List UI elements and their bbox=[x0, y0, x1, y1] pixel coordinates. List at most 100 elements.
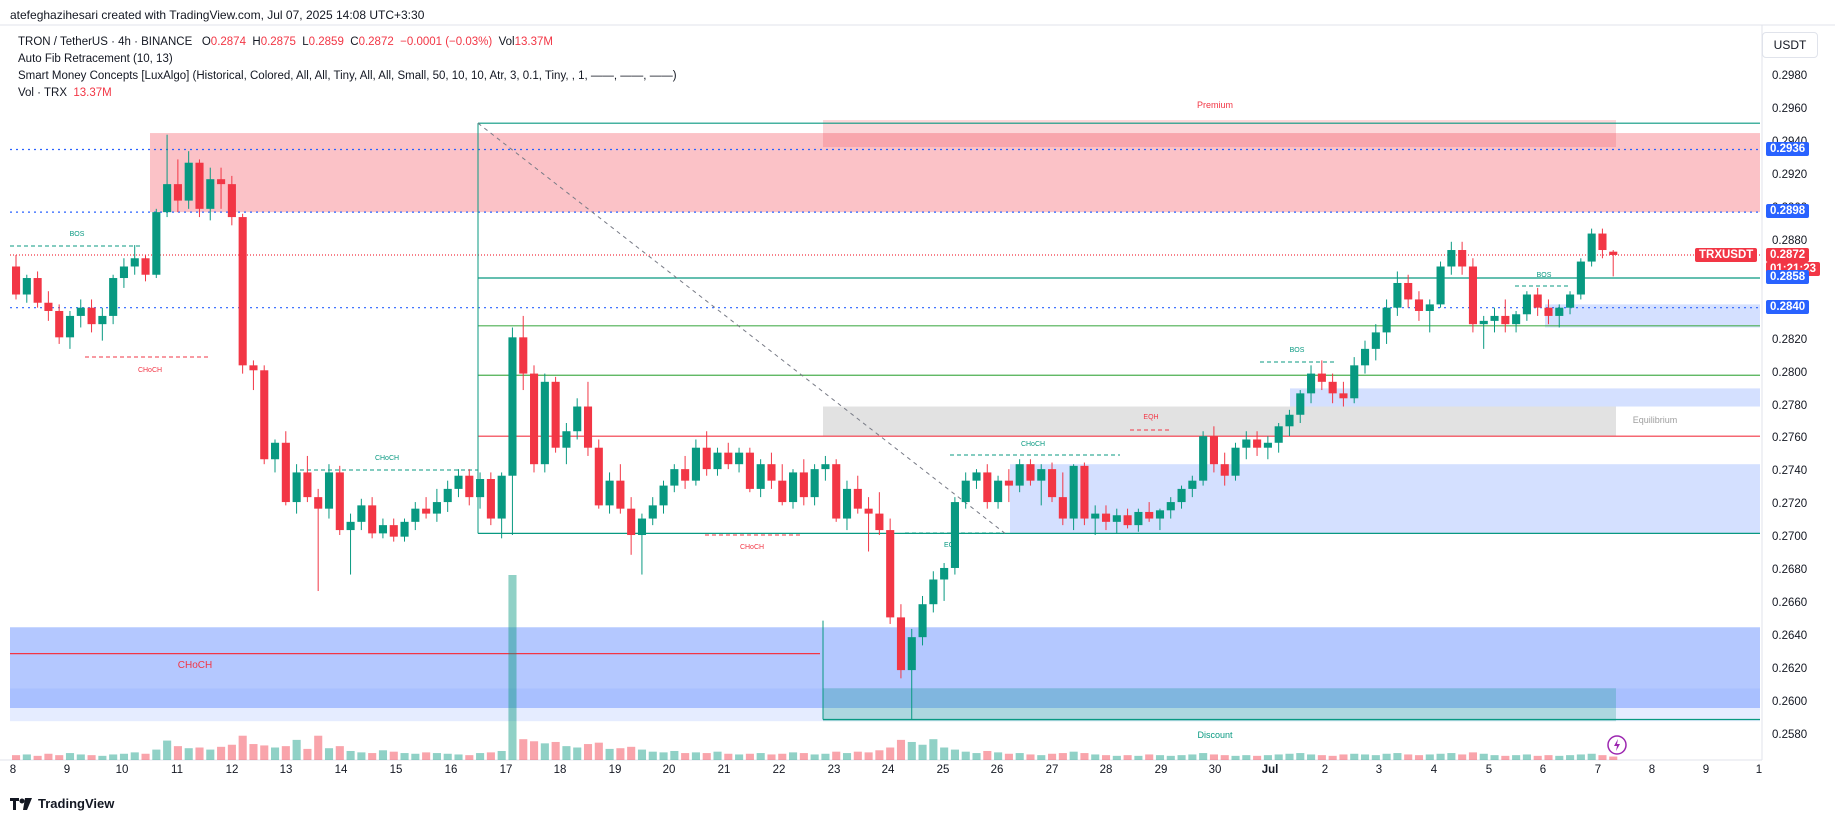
candle-body[interactable] bbox=[1134, 511, 1143, 526]
candle-body[interactable] bbox=[411, 508, 420, 522]
fib-indicator-label[interactable]: Auto Fib Retracement (10, 13) bbox=[18, 53, 173, 65]
candle-body[interactable] bbox=[648, 505, 657, 519]
candle-body[interactable] bbox=[443, 488, 452, 503]
candle-body[interactable] bbox=[1414, 299, 1424, 311]
candle-body[interactable] bbox=[1522, 294, 1531, 315]
candle-body[interactable] bbox=[713, 452, 722, 470]
candle-body[interactable] bbox=[530, 373, 539, 465]
candle-body[interactable] bbox=[875, 513, 884, 531]
candle-body[interactable] bbox=[605, 480, 614, 506]
candle-body[interactable] bbox=[972, 472, 981, 481]
candle-body[interactable] bbox=[627, 508, 636, 536]
tradingview-logo[interactable]: TradingView bbox=[10, 796, 114, 811]
candle-body[interactable] bbox=[1328, 381, 1337, 394]
candle-body[interactable] bbox=[1360, 348, 1370, 366]
candle-body[interactable] bbox=[519, 337, 528, 374]
candle-body[interactable] bbox=[1371, 332, 1380, 349]
candle-body[interactable] bbox=[1350, 365, 1359, 399]
candle-body[interactable] bbox=[1220, 464, 1229, 476]
volume-indicator[interactable]: Vol · TRX 13.37M bbox=[18, 85, 677, 102]
symbol-label[interactable]: TRON / TetherUS · 4h · BINANCE bbox=[18, 36, 193, 48]
candle-body[interactable] bbox=[238, 217, 247, 366]
candle-body[interactable] bbox=[594, 447, 603, 506]
candle-body[interactable] bbox=[1069, 465, 1078, 519]
candle-body[interactable] bbox=[1436, 266, 1445, 305]
candle-body[interactable] bbox=[12, 266, 21, 295]
candle-body[interactable] bbox=[346, 521, 355, 531]
candle-body[interactable] bbox=[659, 485, 668, 506]
candle-body[interactable] bbox=[65, 315, 75, 338]
candle-body[interactable] bbox=[1155, 510, 1165, 519]
candle-body[interactable] bbox=[670, 469, 679, 486]
candle-body[interactable] bbox=[1479, 320, 1488, 325]
candle-body[interactable] bbox=[314, 497, 323, 509]
candle-body[interactable] bbox=[271, 442, 280, 460]
smc-indicator-label[interactable]: Smart Money Concepts [LuxAlgo] (Historic… bbox=[18, 70, 677, 82]
candle-body[interactable] bbox=[551, 381, 560, 448]
candle-body[interactable] bbox=[184, 162, 193, 201]
candle-body[interactable] bbox=[540, 381, 549, 465]
candle-body[interactable] bbox=[724, 452, 733, 465]
replay-icon[interactable] bbox=[1607, 735, 1627, 755]
candle-body[interactable] bbox=[303, 472, 312, 498]
candle-body[interactable] bbox=[1015, 464, 1024, 486]
candle-body[interactable] bbox=[249, 365, 258, 371]
candle-body[interactable] bbox=[886, 530, 895, 618]
candle-body[interactable] bbox=[799, 472, 808, 498]
candle-body[interactable] bbox=[98, 315, 107, 325]
candle-body[interactable] bbox=[1447, 250, 1456, 267]
candle-body[interactable] bbox=[1112, 515, 1121, 522]
candle-body[interactable] bbox=[702, 447, 711, 470]
candle-body[interactable] bbox=[389, 525, 398, 537]
candle-body[interactable] bbox=[173, 184, 182, 201]
candle-body[interactable] bbox=[400, 521, 409, 537]
candle-body[interactable] bbox=[152, 212, 161, 275]
candle-body[interactable] bbox=[681, 469, 690, 481]
candle-body[interactable] bbox=[55, 310, 64, 338]
candle-body[interactable] bbox=[1501, 315, 1510, 325]
price-axis[interactable]: 0.29800.29600.29400.29200.29000.28800.28… bbox=[1695, 0, 1835, 822]
candle-body[interactable] bbox=[767, 464, 776, 481]
candle-body[interactable] bbox=[1004, 480, 1013, 486]
candle-body[interactable] bbox=[33, 278, 42, 303]
candle-body[interactable] bbox=[508, 337, 517, 476]
candle-body[interactable] bbox=[1253, 439, 1262, 448]
candle-body[interactable] bbox=[465, 475, 474, 498]
candle-body[interactable] bbox=[130, 258, 139, 267]
candle-body[interactable] bbox=[1425, 304, 1434, 311]
candle-body[interactable] bbox=[637, 518, 647, 536]
candle-body[interactable] bbox=[1209, 436, 1218, 465]
candle-body[interactable] bbox=[1231, 447, 1240, 476]
candle-body[interactable] bbox=[1091, 513, 1100, 519]
candle-body[interactable] bbox=[573, 406, 582, 432]
candle-body[interactable] bbox=[1512, 314, 1521, 325]
candle-body[interactable] bbox=[1490, 315, 1499, 321]
candle-body[interactable] bbox=[22, 278, 31, 295]
candle-body[interactable] bbox=[1145, 511, 1154, 519]
candle-body[interactable] bbox=[994, 480, 1003, 503]
candle-body[interactable] bbox=[907, 637, 916, 671]
candle-body[interactable] bbox=[1296, 393, 1305, 415]
candle-body[interactable] bbox=[583, 406, 593, 448]
candle-body[interactable] bbox=[119, 266, 129, 279]
candle-body[interactable] bbox=[260, 370, 269, 460]
candle-body[interactable] bbox=[432, 502, 441, 514]
candle-body[interactable] bbox=[1101, 513, 1111, 522]
candle-body[interactable] bbox=[940, 567, 949, 580]
candle-body[interactable] bbox=[1566, 294, 1575, 308]
candle-body[interactable] bbox=[44, 302, 53, 311]
candle-body[interactable] bbox=[497, 475, 506, 519]
candle-body[interactable] bbox=[1058, 497, 1067, 519]
candle-body[interactable] bbox=[1188, 480, 1197, 489]
candle-body[interactable] bbox=[1166, 502, 1175, 511]
candle-body[interactable] bbox=[1026, 464, 1035, 481]
candle-body[interactable] bbox=[87, 307, 96, 325]
candle-body[interactable] bbox=[378, 525, 388, 534]
candle-body[interactable] bbox=[109, 278, 118, 316]
candle-body[interactable] bbox=[1048, 469, 1057, 498]
candle-body[interactable] bbox=[1339, 393, 1348, 399]
candle-body[interactable] bbox=[195, 162, 204, 209]
candle-body[interactable] bbox=[454, 475, 463, 489]
candle-body[interactable] bbox=[163, 184, 172, 213]
candle-body[interactable] bbox=[1177, 488, 1186, 503]
